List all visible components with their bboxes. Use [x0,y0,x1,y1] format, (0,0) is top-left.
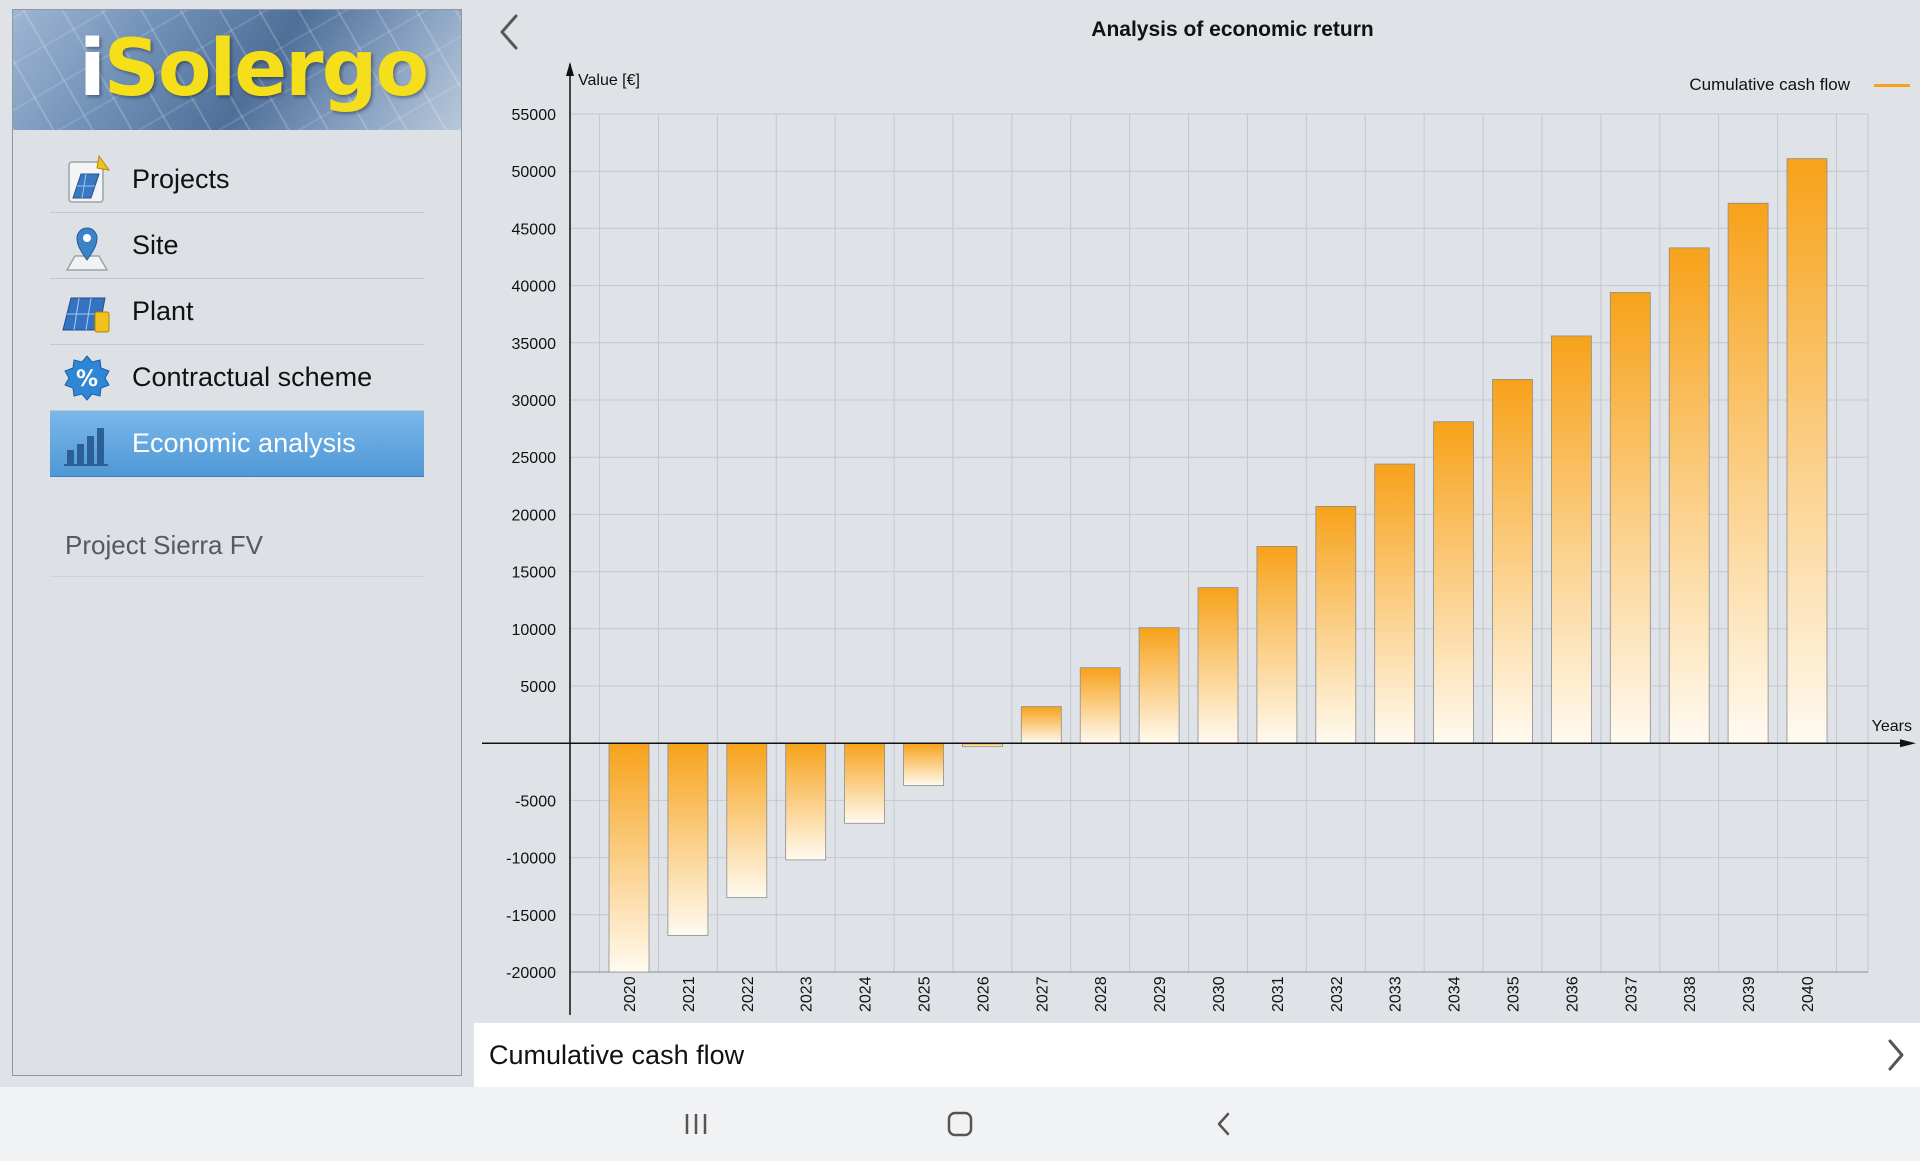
back-icon[interactable] [1194,1101,1254,1147]
x-tick-label: 2036 [1564,976,1581,1012]
y-tick-label: 25000 [512,450,557,467]
sidebar-item-plant[interactable]: Plant [50,279,424,345]
bar-2027 [1020,706,1062,744]
sidebar-item-label: Economic analysis [132,428,356,458]
chevron-right-icon[interactable] [1884,1037,1908,1073]
legend-label: Cumulative cash flow [1689,75,1850,94]
x-axis-arrow [1900,739,1916,748]
y-tick-label: 50000 [512,164,557,181]
sidebar: iSolergo Projects Site [12,9,462,1076]
percent-badge-icon: % [56,350,118,406]
x-tick-label: 2034 [1447,976,1464,1012]
y-tick-label: 30000 [512,393,557,410]
app-logo: iSolergo [13,10,461,130]
chart-legend: Cumulative cash flow [1600,72,1910,98]
location-pin-icon [56,218,118,274]
y-tick-label: 20000 [512,507,557,524]
solar-panel-background [13,10,461,130]
bar-2032 [1315,505,1357,744]
bar-2033 [1374,463,1416,744]
sidebar-item-label: Site [132,230,179,260]
y-tick-label: -20000 [506,965,556,982]
x-tick-label: 2039 [1741,976,1758,1012]
system-navigation-bar [0,1087,1920,1161]
chart-title: Analysis of economic return [1091,18,1374,41]
home-icon[interactable] [930,1101,990,1147]
bar-2037 [1609,292,1651,744]
bar-2035 [1492,379,1533,744]
x-tick-label: 2028 [1093,976,1110,1012]
x-tick-label: 2032 [1329,976,1346,1012]
y-tick-label: 5000 [520,679,556,696]
bar-2025 [903,742,944,786]
bar-2030 [1197,587,1239,744]
y-axis-title: Value [€] [578,72,640,89]
x-tick-label: 2022 [740,976,757,1012]
sidebar-item-site[interactable]: Site [50,213,424,279]
x-axis-title: Years [1872,718,1912,735]
x-tick-label: 2027 [1034,976,1051,1012]
cumulative-cash-flow-chart: 55000 50000 45000 40000 35000 30000 25000 20000… [482,62,1916,1015]
x-tick-label: 2033 [1388,976,1405,1012]
x-tick-label: 2029 [1152,976,1169,1012]
x-tick-label: 2020 [622,976,639,1012]
x-tick-label: 2035 [1506,976,1523,1012]
y-axis-arrow [566,62,574,76]
sidebar-item-label: Plant [132,296,194,326]
bar-2020 [608,742,650,973]
bar-2038 [1668,247,1710,744]
bar-2034 [1433,421,1474,744]
x-tick-label: 2024 [858,976,875,1012]
x-tick-label: 2026 [975,976,992,1012]
recents-icon[interactable] [666,1101,726,1147]
y-tick-label: 40000 [512,279,557,296]
sidebar-item-economic-analysis[interactable]: Economic analysis [50,411,424,477]
x-tick-label: 2021 [681,976,698,1012]
x-tick-label: 2031 [1270,976,1287,1012]
solar-panel-icon [56,284,118,340]
y-tick-label: 10000 [512,622,557,639]
y-tick-label: 45000 [512,221,557,238]
legend-swatch [1874,83,1910,87]
sidebar-item-label: Projects [132,164,230,194]
x-tick-label: 2030 [1211,976,1228,1012]
bar-chart-icon [56,416,118,472]
y-tick-label: -15000 [506,908,556,925]
sidebar-item-contractual-scheme[interactable]: % Contractual scheme [50,345,424,411]
bar-2039 [1727,202,1769,744]
bar-2031 [1256,546,1298,744]
x-tick-label: 2038 [1682,976,1699,1012]
bar-2028 [1079,667,1121,744]
x-tick-label: 2040 [1800,976,1817,1012]
x-tick-label: 2037 [1623,976,1640,1012]
bar-2024 [844,742,886,824]
divider [50,576,424,577]
project-name: Project Sierra FV [65,530,263,560]
y-tick-label: 55000 [512,107,557,124]
bar-2029 [1138,627,1180,744]
series-selector[interactable]: Cumulative cash flow [474,1023,1920,1087]
y-tick-label: -5000 [515,793,556,810]
svg-text:%: % [76,367,98,392]
sidebar-item-label: Contractual scheme [132,362,373,392]
projects-icon [56,152,118,208]
y-tick-label: 15000 [512,565,557,582]
bar-2023 [785,742,827,861]
logo-text: iSolergo [79,24,429,114]
x-tick-label: 2025 [917,976,934,1012]
y-tick-label: -10000 [506,851,556,868]
y-tick-label: 35000 [512,336,557,353]
bar-2036 [1551,335,1592,744]
bar-2021 [667,742,709,936]
bar-2040 [1786,158,1828,744]
sidebar-item-projects[interactable]: Projects [50,147,424,213]
chevron-left-icon[interactable] [494,10,524,54]
series-selector-label: Cumulative cash flow [489,1039,745,1070]
bar-2022 [726,742,768,899]
x-tick-label: 2023 [799,976,816,1012]
